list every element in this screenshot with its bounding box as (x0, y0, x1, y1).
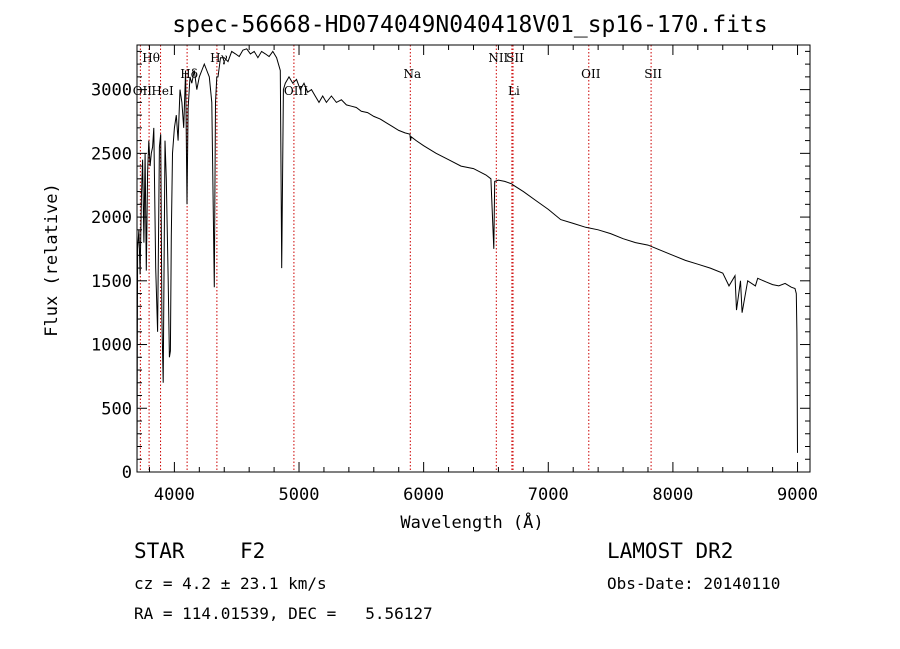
y-tick-label: 0 (122, 463, 132, 483)
x-tick-label: 8000 (652, 485, 693, 505)
y-tick-label: 3000 (91, 81, 132, 101)
reference-line-label-10: OII (581, 67, 601, 81)
x-tick-label: 9000 (777, 485, 818, 505)
reference-line-label-11: SII (644, 67, 662, 81)
y-axis-label: Flux (relative) (42, 183, 62, 337)
x-tick-label: 5000 (279, 485, 320, 505)
x-axis-label: Wavelength (Å) (400, 511, 543, 533)
x-tick-label: 6000 (403, 485, 444, 505)
reference-line-label-9: Li (508, 84, 520, 98)
y-tick-label: 1500 (91, 272, 132, 292)
reference-line-label-8: SII (506, 51, 524, 65)
survey-release: LAMOST DR2 (607, 539, 734, 563)
observation-date: Obs-Date: 20140110 (607, 574, 781, 593)
reference-line-label-0: Hθ (142, 51, 160, 65)
y-tick-label: 500 (101, 399, 132, 419)
reference-line-label-4: Hγ (210, 51, 228, 65)
chart-title: spec-56668-HD074049N040418V01_sp16-170.f… (172, 12, 767, 38)
spectrum-series-line (136, 48, 798, 473)
reference-line-label-2: HeI (151, 84, 174, 98)
reference-line-label-6: Na (403, 67, 421, 81)
y-tick-label: 2500 (91, 144, 132, 164)
x-tick-label: 4000 (154, 485, 195, 505)
x-tick-label: 7000 (528, 485, 569, 505)
plot-frame (136, 44, 811, 473)
y-tick-label: 1000 (91, 336, 132, 356)
x-axis-ticks: 4000 5000 6000 7000 8000 9000 (148, 45, 818, 505)
object-subclass: F2 (240, 539, 266, 563)
reference-line-label-3: Hδ (180, 67, 198, 81)
reference-line-label-1: OII (133, 84, 153, 98)
redshift-velocity: cz = 4.2 ± 23.1 km/s (134, 574, 327, 593)
ra-dec-coordinates: RA = 114.01539, DEC = 5.56127 (134, 604, 433, 623)
y-tick-label: 2000 (91, 208, 132, 228)
object-class: STAR (134, 539, 185, 563)
reference-line-label-7: NII (488, 51, 508, 65)
y-axis-ticks: 0 500 1000 1500 2000 2500 3000 (91, 50, 810, 483)
reference-line-label-5: OIII (284, 84, 308, 98)
